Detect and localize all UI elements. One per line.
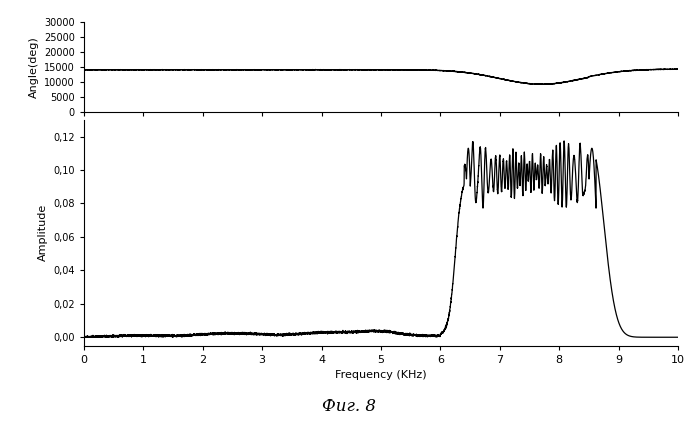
- X-axis label: Frequency (KHz): Frequency (KHz): [335, 370, 427, 380]
- Y-axis label: Angle(deg): Angle(deg): [29, 36, 38, 98]
- Text: Фиг. 8: Фиг. 8: [322, 398, 377, 415]
- Y-axis label: Amplitude: Amplitude: [38, 204, 48, 261]
